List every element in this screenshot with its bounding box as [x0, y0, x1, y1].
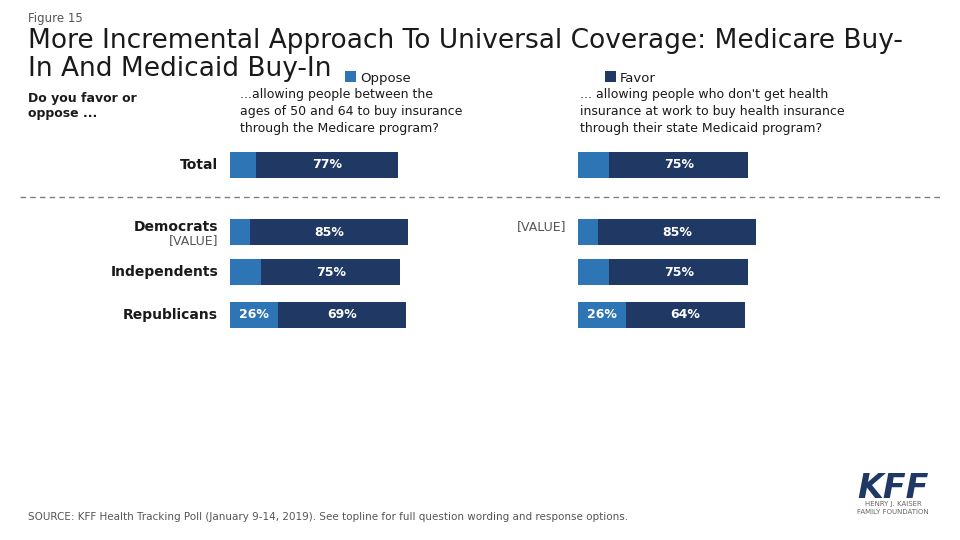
Bar	[256, 152, 398, 178]
Text: HENRY J. KAISER
FAMILY FOUNDATION: HENRY J. KAISER FAMILY FOUNDATION	[857, 501, 929, 515]
Bar	[626, 302, 745, 328]
Text: Favor: Favor	[620, 72, 656, 85]
Bar	[261, 259, 400, 285]
Text: SOURCE: KFF Health Tracking Poll (January 9-14, 2019). See topline for full ques: SOURCE: KFF Health Tracking Poll (Januar…	[28, 512, 628, 522]
Text: Total: Total	[180, 158, 218, 172]
Text: ...allowing people between the
ages of 50 and 64 to buy insurance
through the Me: ...allowing people between the ages of 5…	[240, 88, 463, 135]
Text: [VALUE]: [VALUE]	[516, 220, 566, 233]
Bar	[578, 219, 598, 245]
Bar	[598, 219, 756, 245]
Text: 26%: 26%	[588, 308, 617, 321]
Text: 85%: 85%	[662, 226, 692, 239]
Text: 75%: 75%	[663, 159, 694, 172]
Bar	[230, 152, 256, 178]
Bar	[605, 71, 616, 82]
Bar	[251, 219, 408, 245]
Text: 85%: 85%	[314, 226, 344, 239]
Bar	[230, 219, 251, 245]
Text: More Incremental Approach To Universal Coverage: Medicare Buy-: More Incremental Approach To Universal C…	[28, 28, 902, 54]
Text: Do you favor or
oppose ...: Do you favor or oppose ...	[28, 92, 136, 120]
Bar	[578, 152, 610, 178]
Bar	[578, 259, 610, 285]
Bar	[345, 71, 356, 82]
Text: ... allowing people who don't get health
insurance at work to buy health insuran: ... allowing people who don't get health…	[580, 88, 845, 135]
Text: Figure 15: Figure 15	[28, 12, 83, 25]
Text: KFF: KFF	[857, 471, 928, 504]
Text: 75%: 75%	[663, 266, 694, 279]
Text: Republicans: Republicans	[123, 308, 218, 322]
Text: 77%: 77%	[312, 159, 342, 172]
Bar	[230, 302, 278, 328]
Text: In And Medicaid Buy-In: In And Medicaid Buy-In	[28, 56, 331, 82]
Text: 64%: 64%	[670, 308, 700, 321]
Text: 69%: 69%	[327, 308, 357, 321]
Text: 26%: 26%	[239, 308, 269, 321]
Text: 75%: 75%	[316, 266, 346, 279]
Bar	[610, 259, 748, 285]
Text: Oppose: Oppose	[360, 72, 411, 85]
Text: [VALUE]: [VALUE]	[169, 234, 218, 247]
Bar	[278, 302, 406, 328]
Bar	[230, 259, 261, 285]
Bar	[578, 302, 626, 328]
Text: Democrats: Democrats	[133, 220, 218, 234]
Bar	[610, 152, 748, 178]
Text: Independents: Independents	[110, 265, 218, 279]
